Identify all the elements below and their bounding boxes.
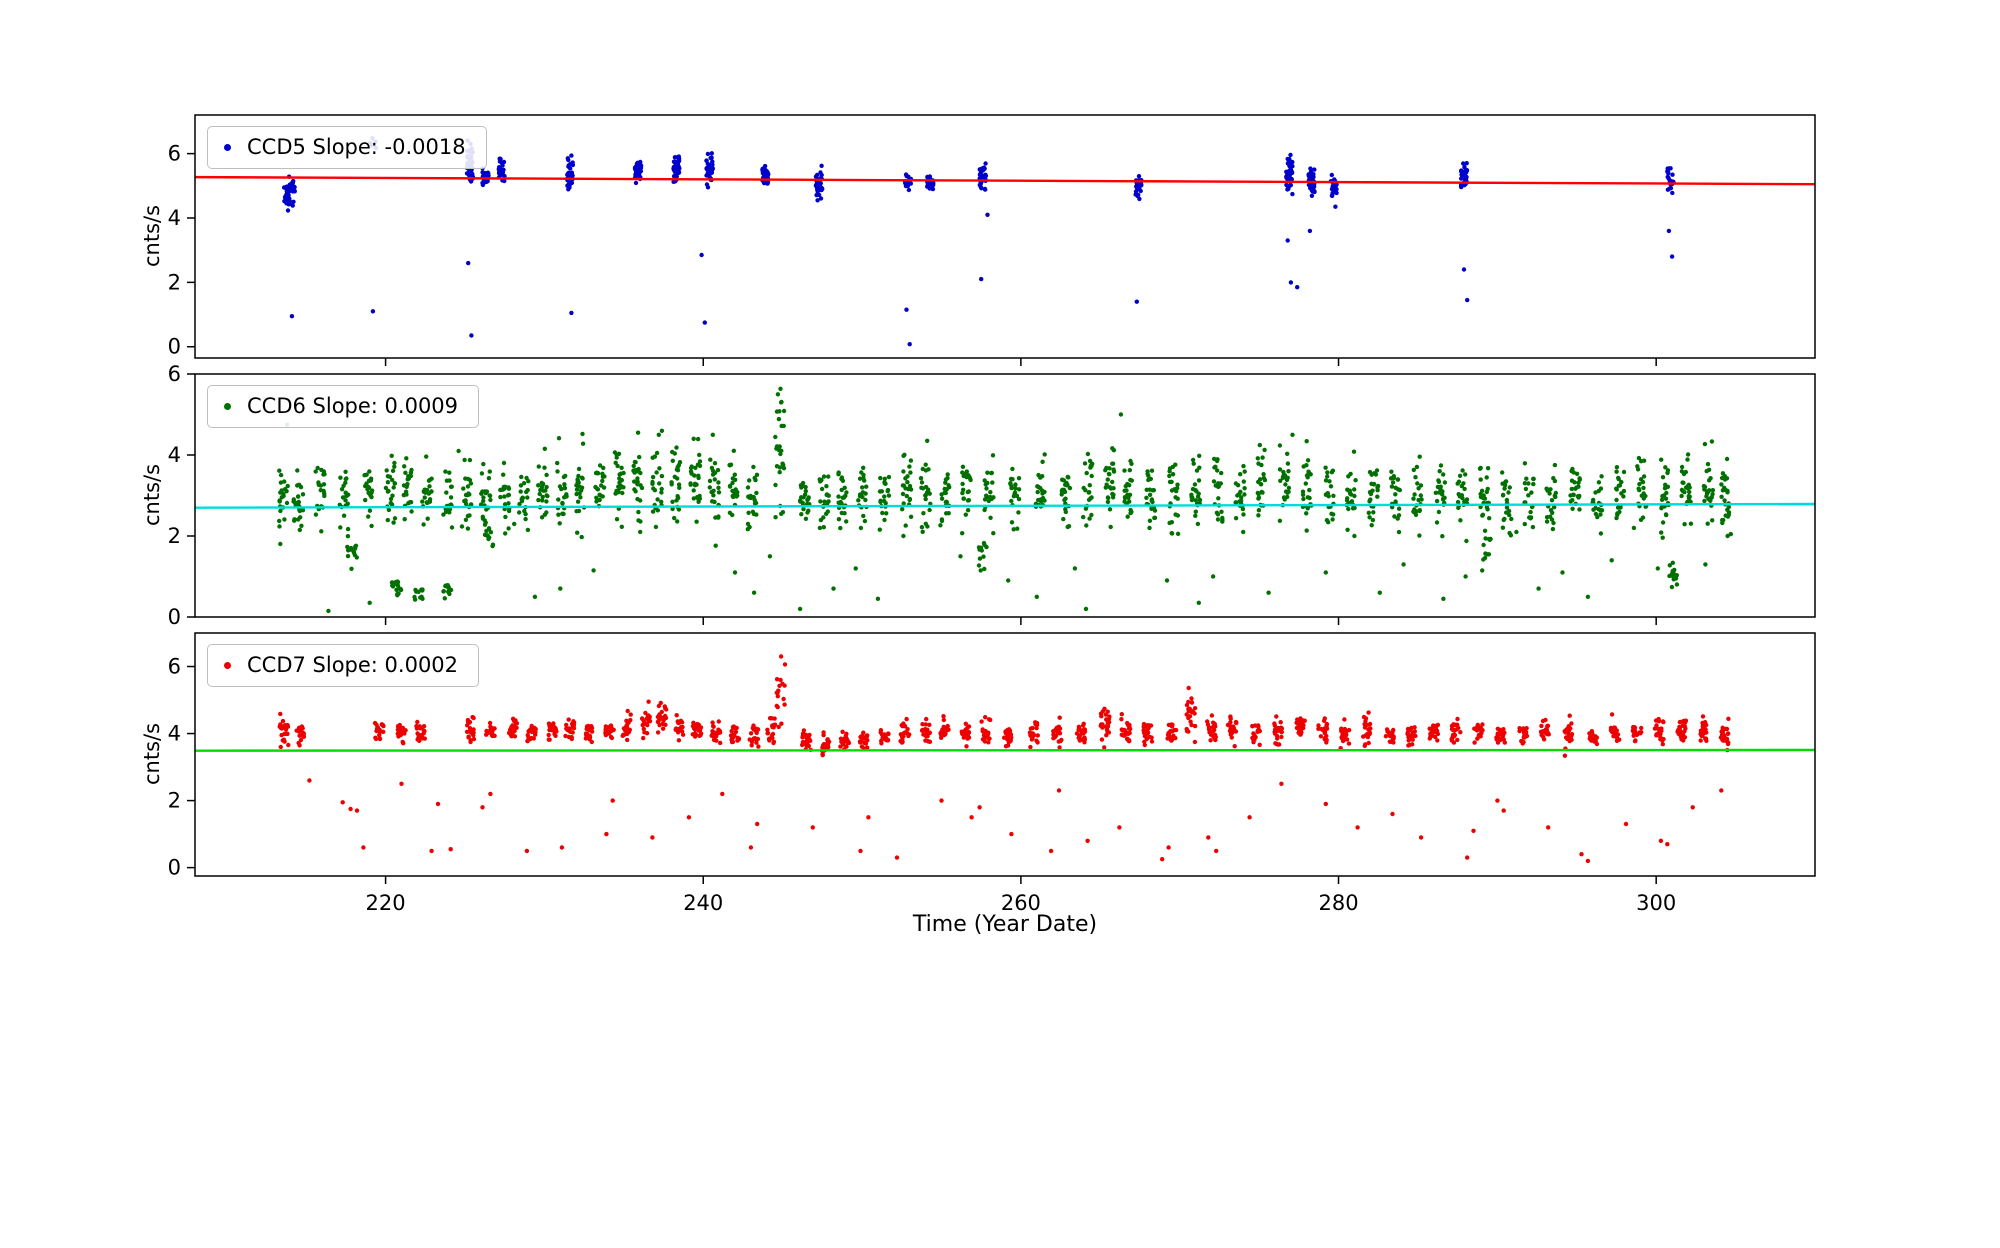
legend-ccd5: CCD5 Slope: -0.0018: [207, 126, 487, 170]
panel-ccd7: 0 2 4 6 220 240 260 280 300: [168, 632, 1816, 915]
axes-frame-ccd7: [194, 632, 1816, 877]
x-axis-label: Time (Year Date): [912, 912, 1098, 937]
ccd7-marker-icon: [224, 662, 231, 670]
trend-line-ccd5: [194, 175, 1816, 186]
panel-ccd5: 0 2 4 6: [168, 114, 1816, 366]
trend-line-ccd7: [194, 748, 1816, 752]
panel-ccd6: 0 2 4 6: [168, 362, 1816, 629]
xtick-label: 220: [366, 891, 406, 915]
ytick-label: 6: [168, 142, 181, 166]
ytick-label: 6: [168, 655, 181, 679]
ytick-label: 4: [168, 722, 181, 746]
ytick-label: 6: [168, 362, 181, 386]
trend-line-ccd6: [194, 502, 1816, 509]
ytick-label: 0: [168, 605, 181, 629]
axes-frame-ccd6: [194, 373, 1816, 618]
ytick-label: 2: [168, 270, 181, 294]
ytick-label: 4: [168, 206, 181, 230]
ytick-label: 2: [168, 789, 181, 813]
ytick-label: 0: [168, 335, 181, 359]
ytick-label: 4: [168, 443, 181, 467]
legend-ccd7-label: CCD7 Slope: 0.0002: [247, 653, 459, 677]
legend-ccd7: CCD7 Slope: 0.0002: [207, 644, 480, 688]
ccd6-marker-icon: [224, 403, 231, 411]
legend-ccd6-label: CCD6 Slope: 0.0009: [247, 394, 459, 418]
xtick-label: 260: [1001, 891, 1041, 915]
ytick-label: 0: [168, 856, 181, 880]
scatter-points-ccd7: [277, 654, 1731, 864]
axes-frame-ccd5: [194, 114, 1816, 359]
ytick-label: 2: [168, 524, 181, 548]
xtick-label: 280: [1318, 891, 1358, 915]
scatter-points-ccd6: [277, 386, 1734, 614]
xtick-label: 240: [683, 891, 723, 915]
scatter-points-ccd5: [281, 136, 1676, 347]
xtick-label: 300: [1636, 891, 1676, 915]
ylabel-ccd5: cnts/s: [140, 204, 164, 268]
legend-ccd5-label: CCD5 Slope: -0.0018: [247, 135, 466, 159]
legend-ccd6: CCD6 Slope: 0.0009: [207, 385, 480, 429]
ylabel-ccd7: cnts/s: [140, 722, 164, 786]
ccd5-marker-icon: [224, 144, 231, 152]
ylabel-ccd6: cnts/s: [140, 463, 164, 527]
